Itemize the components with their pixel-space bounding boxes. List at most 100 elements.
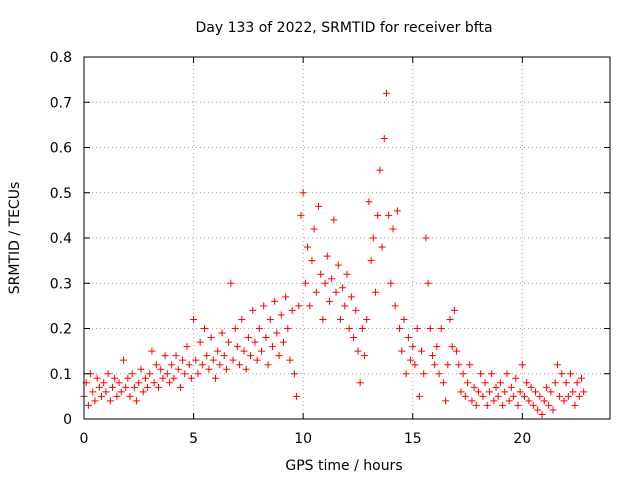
data-point (578, 374, 586, 382)
data-point (194, 370, 202, 378)
data-series-srmtid (80, 89, 588, 418)
data-point (354, 347, 362, 355)
data-point (141, 374, 149, 382)
data-point (222, 365, 230, 373)
data-point (505, 397, 513, 405)
data-point (461, 392, 469, 400)
data-point (159, 374, 167, 382)
data-point (389, 225, 397, 233)
data-point (124, 374, 132, 382)
data-point (404, 334, 412, 342)
data-point (225, 338, 233, 346)
data-point (264, 361, 272, 369)
data-point (293, 392, 301, 400)
data-point (102, 388, 110, 396)
x-tick-label: 10 (294, 431, 312, 447)
data-point (411, 361, 419, 369)
data-point (163, 370, 171, 378)
data-point (128, 370, 136, 378)
data-point (172, 352, 180, 360)
data-point (424, 279, 432, 287)
data-point (100, 379, 108, 387)
data-point (571, 401, 579, 409)
data-point (531, 388, 539, 396)
data-point (297, 211, 305, 219)
data-point (179, 356, 187, 364)
x-tick-label: 0 (80, 431, 89, 447)
data-point (475, 388, 482, 396)
data-point (323, 252, 331, 260)
data-point (170, 374, 178, 382)
y-tick-label: 0.7 (50, 95, 72, 111)
data-point (240, 347, 248, 355)
data-point (288, 306, 296, 314)
data-point (315, 202, 323, 210)
data-point (573, 379, 581, 387)
data-point (380, 134, 388, 142)
data-point (525, 397, 533, 405)
data-point (492, 383, 500, 391)
data-point (350, 334, 358, 342)
data-point (352, 306, 360, 314)
data-point (165, 379, 173, 387)
data-point (485, 388, 493, 396)
data-point (545, 401, 553, 409)
data-point (227, 279, 235, 287)
data-point (212, 374, 219, 382)
data-point (133, 397, 141, 405)
data-point (181, 370, 189, 378)
data-point (433, 343, 441, 351)
data-point (540, 397, 548, 405)
data-point (273, 329, 281, 337)
data-point (481, 379, 489, 387)
data-point (490, 397, 498, 405)
data-point (418, 347, 426, 355)
data-point (518, 361, 526, 369)
data-point (378, 243, 386, 251)
y-tick-label: 0.2 (50, 322, 72, 338)
data-point (523, 379, 531, 387)
data-point (214, 347, 222, 355)
data-point (115, 379, 123, 387)
data-point (499, 401, 507, 409)
data-point (216, 361, 224, 369)
data-point (466, 361, 474, 369)
data-point (304, 243, 312, 251)
data-point (507, 383, 515, 391)
data-point (268, 343, 276, 351)
data-point (510, 392, 518, 400)
data-point (549, 406, 557, 414)
y-tick-label: 0.4 (50, 231, 72, 247)
data-point (459, 370, 467, 378)
data-point (258, 347, 266, 355)
data-point (444, 361, 452, 369)
data-point (477, 370, 485, 378)
axis-ticks: 0 0.1 0.2 0.3 0.4 0.5 0.6 0.7 0.8 0 5 10 15 20 (50, 50, 610, 447)
data-point (137, 365, 145, 373)
data-point (387, 279, 395, 287)
data-point (271, 297, 279, 305)
data-point (420, 370, 428, 378)
data-point (218, 329, 226, 337)
data-point (376, 166, 384, 174)
data-point (104, 370, 112, 378)
data-point (209, 356, 217, 364)
grid (84, 57, 610, 419)
data-point (374, 211, 382, 219)
data-point (393, 207, 401, 215)
data-point (464, 379, 472, 387)
y-tick-label: 0.5 (50, 186, 72, 202)
data-point (457, 388, 465, 396)
data-point (343, 270, 351, 278)
data-point (431, 361, 439, 369)
data-point (470, 383, 478, 391)
data-point (262, 334, 270, 342)
x-tick-label: 20 (513, 431, 531, 447)
y-tick-label: 0 (63, 412, 72, 428)
data-point (185, 361, 193, 369)
data-point (247, 352, 255, 360)
data-point (560, 397, 568, 405)
data-point (356, 379, 364, 387)
data-point (514, 401, 522, 409)
